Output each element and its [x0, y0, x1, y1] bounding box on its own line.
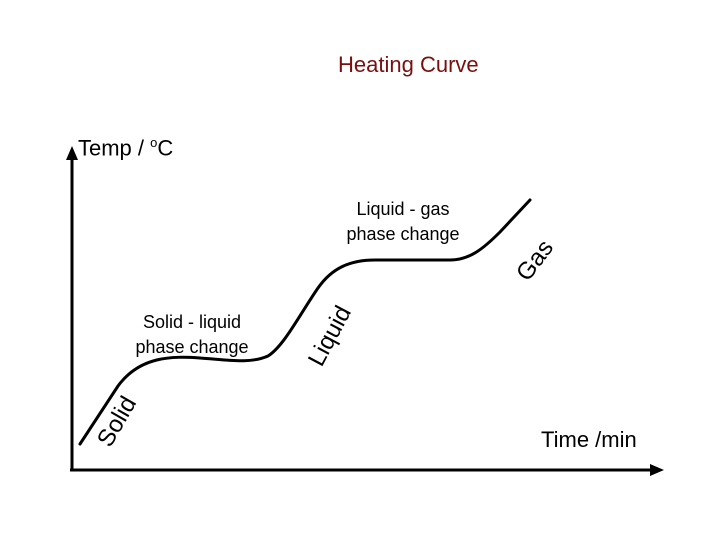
y-axis-label-unit: C [157, 135, 174, 161]
x-axis-arrow [650, 464, 664, 476]
liquid-gas-line1: Liquid - gas [356, 199, 450, 219]
x-axis-label: Time /min [541, 427, 637, 452]
liquid-gas-annotation: Liquid - gas phase change [333, 197, 473, 247]
liquid-gas-line2: phase change [346, 224, 460, 244]
solid-liquid-annotation: Solid - liquid phase change [122, 310, 262, 360]
y-axis-arrow [66, 146, 78, 160]
degree-sign: o [150, 135, 158, 150]
y-axis-label-main: Temp / [78, 135, 151, 161]
solid-liquid-line1: Solid - liquid [142, 312, 242, 332]
y-axis-label: Temp / oC [78, 135, 173, 161]
solid-liquid-line2: phase change [135, 337, 249, 357]
diagram-title: Heating Curve [338, 52, 479, 77]
heating-curve [78, 198, 532, 446]
